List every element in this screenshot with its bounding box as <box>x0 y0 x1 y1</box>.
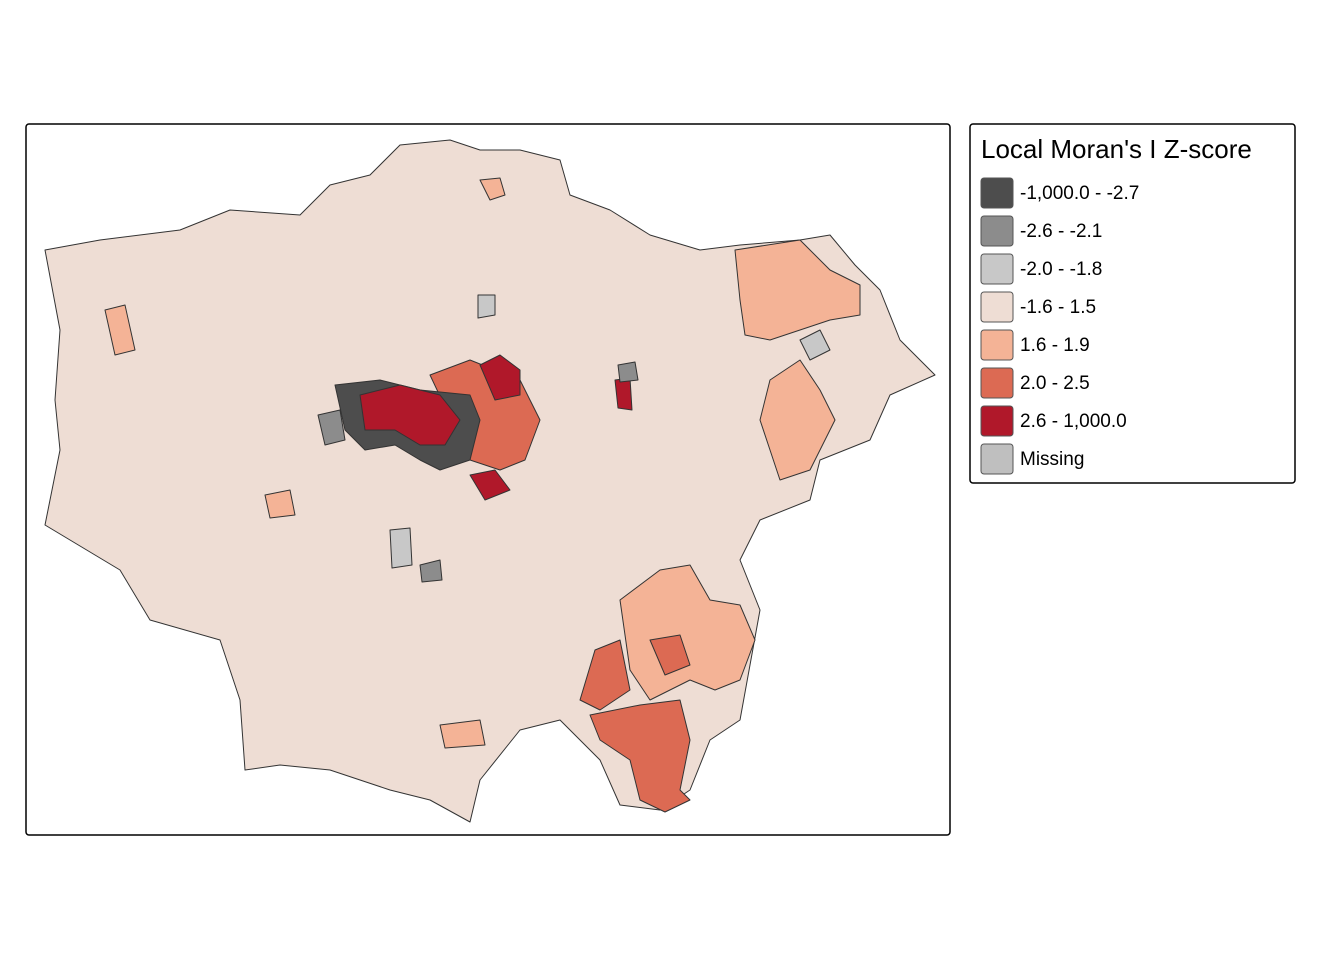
region <box>614 377 633 411</box>
region <box>469 469 511 501</box>
region <box>579 639 631 711</box>
region <box>104 304 136 356</box>
region <box>439 719 486 749</box>
legend-title: Local Moran's I Z-score <box>981 134 1252 164</box>
legend-swatch <box>980 215 1014 247</box>
region <box>617 361 639 383</box>
legend-swatch <box>980 253 1014 285</box>
region <box>477 294 496 319</box>
legend-swatch <box>980 291 1014 323</box>
legend-label: Missing <box>1020 449 1084 470</box>
legend-swatch <box>980 443 1014 475</box>
map <box>44 139 936 823</box>
legend: -1,000.0 - -2.7 -2.6 - -2.1 -2.0 - -1.8 -1.… <box>980 177 1139 475</box>
region <box>619 564 756 701</box>
legend-swatch <box>980 177 1014 209</box>
region <box>649 634 691 676</box>
region <box>589 699 691 813</box>
region <box>317 409 346 446</box>
legend-label: 2.6 - 1,000.0 <box>1020 411 1127 432</box>
legend-label: -1,000.0 - -2.7 <box>1020 183 1139 204</box>
region <box>799 329 831 361</box>
region <box>479 354 521 401</box>
map-frame <box>25 123 951 836</box>
legend-swatch <box>980 329 1014 361</box>
region <box>264 489 296 519</box>
legend-frame <box>969 123 1296 484</box>
region <box>389 527 413 569</box>
legend-label: -2.6 - -2.1 <box>1020 221 1102 242</box>
legend-label: 2.0 - 2.5 <box>1020 373 1090 394</box>
region <box>479 177 506 201</box>
region <box>734 239 861 341</box>
legend-label: -1.6 - 1.5 <box>1020 297 1096 318</box>
legend-swatch <box>980 405 1014 437</box>
legend-label: -2.0 - -1.8 <box>1020 259 1102 280</box>
region <box>759 359 836 481</box>
legend-swatch <box>980 367 1014 399</box>
region <box>359 384 461 446</box>
legend-label: 1.6 - 1.9 <box>1020 335 1090 356</box>
region <box>419 559 443 583</box>
